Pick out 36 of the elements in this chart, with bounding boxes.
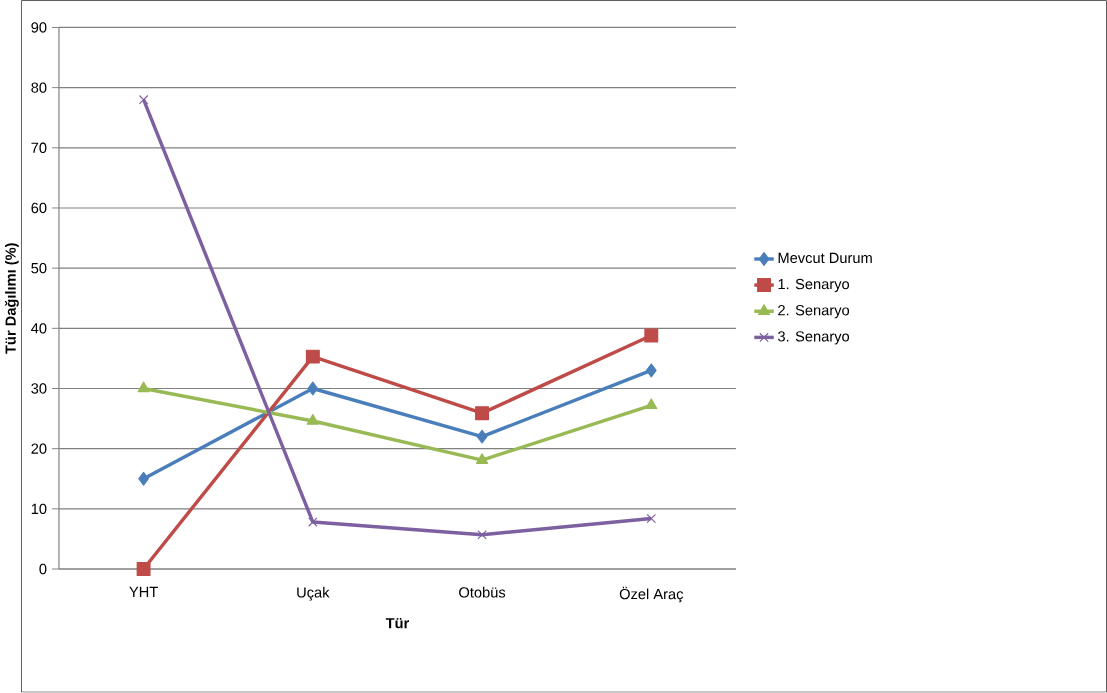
x-tick-label: Özel Araç [619, 587, 684, 603]
legend-label: 2. Senaryo [778, 305, 850, 319]
y-tick-label: 10 [31, 503, 47, 515]
legend-label: 3. Senaryo [777, 331, 850, 345]
y-tick-label: 60 [31, 202, 47, 214]
y-tick-label: 40 [31, 323, 47, 334]
point [138, 471, 149, 486]
point [305, 349, 320, 364]
y-tick-label: 80 [31, 82, 47, 93]
point [138, 95, 149, 105]
y-tick-label: 50 [31, 263, 47, 274]
point [477, 530, 487, 540]
legend-label: Mevcut Durum [778, 253, 872, 264]
point [306, 414, 319, 425]
y-axis-title: Tür Dağılımı (%) [4, 243, 19, 355]
point [644, 328, 659, 343]
x-tick-label: YHT [129, 587, 158, 598]
point [475, 406, 490, 421]
legend-label: 1. Senaryo [778, 279, 850, 293]
point [476, 429, 488, 444]
y-tick-label: 70 [31, 142, 47, 154]
point [475, 453, 489, 465]
x-tick-label: Uçak [297, 587, 330, 601]
point [137, 381, 150, 393]
y-tick-label: 90 [31, 22, 47, 33]
point [646, 513, 657, 524]
point [645, 398, 658, 410]
y-tick-label: 30 [31, 383, 47, 394]
y-tick-label: 0 [39, 564, 47, 575]
point [136, 562, 151, 577]
point [308, 517, 318, 528]
x-axis-title: Tür [385, 618, 410, 629]
point [307, 381, 319, 396]
x-tick-label: Otobüs [459, 587, 506, 598]
point [645, 363, 657, 378]
y-tick-label: 20 [31, 443, 47, 455]
